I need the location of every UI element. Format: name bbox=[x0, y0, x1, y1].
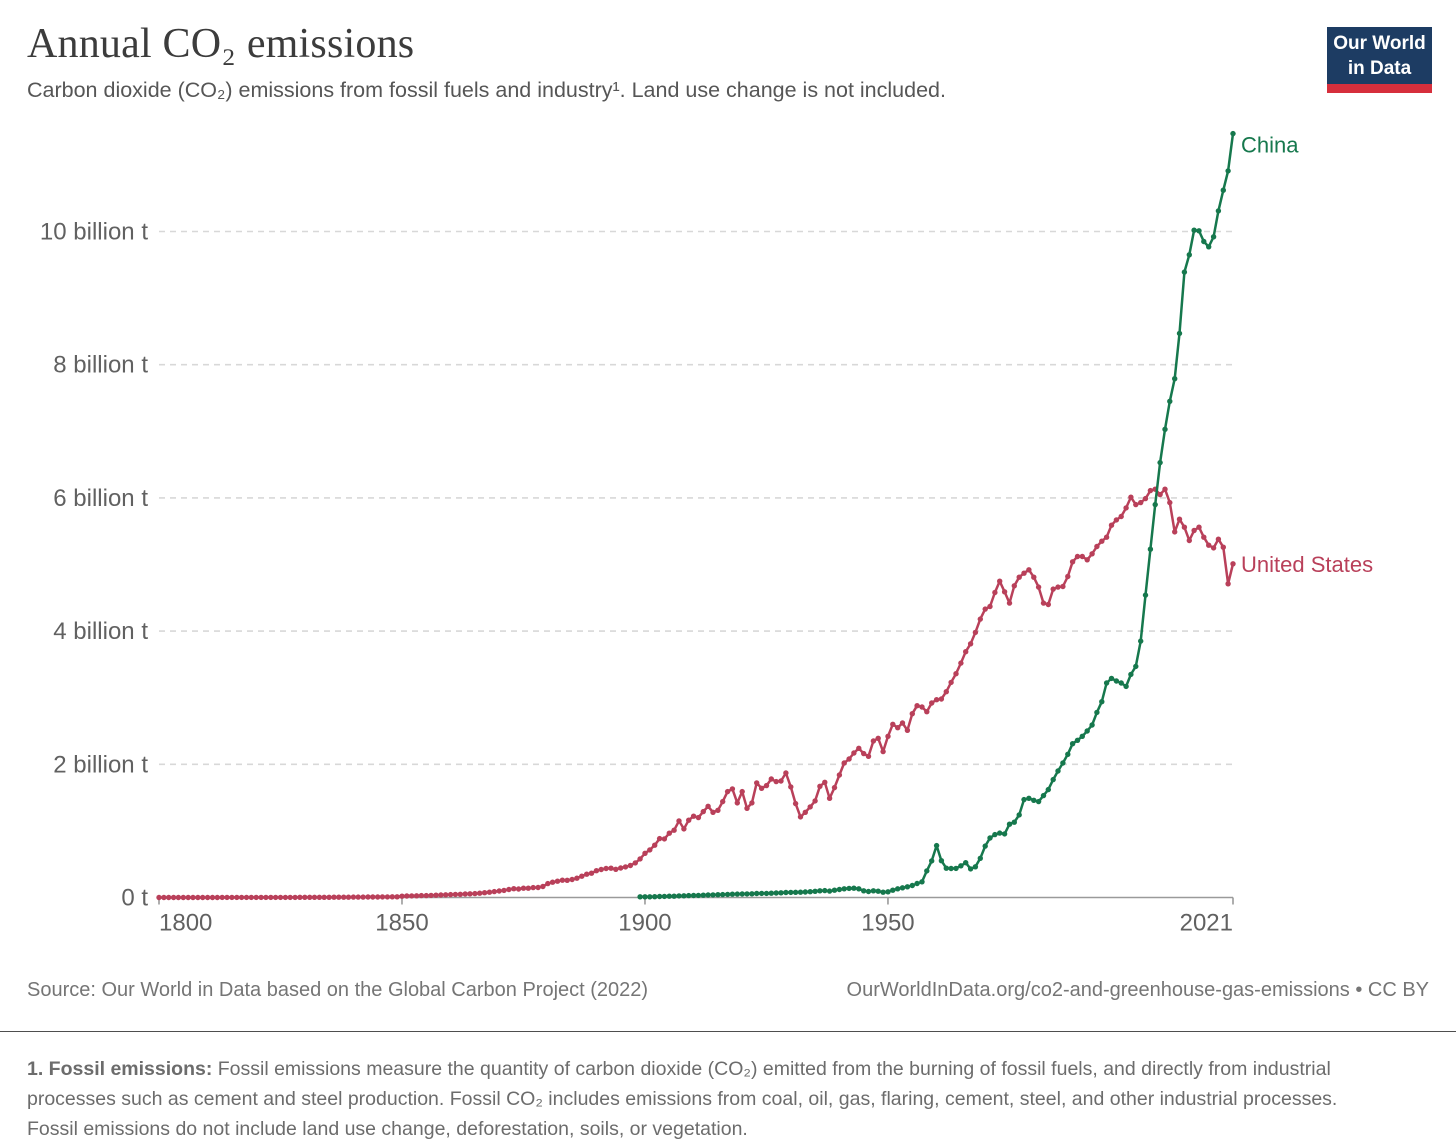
svg-text:8 billion t: 8 billion t bbox=[53, 352, 148, 379]
page-title: Annual CO₂ emissions bbox=[27, 21, 415, 67]
svg-text:4 billion t: 4 billion t bbox=[53, 618, 148, 645]
owid-logo-line2: in Data bbox=[1347, 58, 1412, 79]
owid-logo-red-bar bbox=[1327, 84, 1432, 93]
footnote-lead: 1. Fossil emissions: bbox=[27, 1058, 213, 1080]
series-china: China bbox=[637, 130, 1299, 900]
source-text: Source: Our World in Data based on the G… bbox=[27, 979, 649, 1001]
svg-text:2 billion t: 2 billion t bbox=[53, 751, 148, 778]
series-united-states: United States bbox=[156, 486, 1373, 901]
y-gridlines bbox=[159, 230, 1233, 766]
footnote-line1: 1. Fossil emissions: Fossil emissions me… bbox=[27, 1054, 1439, 1084]
license-link[interactable]: OurWorldInData.org/co2-and-greenhouse-ga… bbox=[846, 979, 1429, 1001]
footnote-divider bbox=[0, 1031, 1456, 1032]
y-axis-labels: 0 t 2 billion t 4 billion t 6 billion t 8 bi… bbox=[40, 219, 148, 912]
svg-text:6 billion t: 6 billion t bbox=[53, 485, 148, 512]
svg-text:2021: 2021 bbox=[1180, 910, 1233, 937]
svg-text:0 t: 0 t bbox=[121, 885, 148, 912]
owid-logo-text: Our World in Data bbox=[1327, 27, 1432, 84]
svg-text:1850: 1850 bbox=[375, 910, 428, 937]
svg-text:10 billion t: 10 billion t bbox=[40, 219, 148, 246]
owid-logo-line1: Our World bbox=[1333, 33, 1426, 54]
svg-text:1900: 1900 bbox=[618, 910, 671, 937]
owid-logo[interactable]: Our World in Data bbox=[1327, 27, 1432, 93]
svg-text:1950: 1950 bbox=[861, 910, 914, 937]
footnote: 1. Fossil emissions: Fossil emissions me… bbox=[27, 1054, 1439, 1142]
x-axis: 1800 1850 1900 1950 2021 bbox=[157, 896, 1234, 937]
chart-canvas: 0 t 2 billion t 4 billion t 6 billion t 8 bi… bbox=[40, 130, 1373, 937]
footnote-line3: Fossil emissions do not include land use… bbox=[27, 1118, 748, 1140]
series-label-united-states: United States bbox=[1241, 552, 1373, 577]
chart-subtitle: Carbon dioxide (CO₂) emissions from foss… bbox=[27, 78, 946, 102]
svg-text:1800: 1800 bbox=[159, 910, 212, 937]
series-label-china: China bbox=[1241, 133, 1299, 158]
footnote-line1-rest: Fossil emissions measure the quantity of… bbox=[212, 1058, 1331, 1080]
footnote-line2: processes such as cement and steel produ… bbox=[27, 1088, 1338, 1110]
